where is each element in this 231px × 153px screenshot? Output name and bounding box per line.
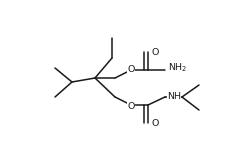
Text: O: O	[151, 119, 159, 127]
Text: O: O	[127, 65, 134, 73]
Text: O: O	[127, 101, 134, 110]
Text: NH: NH	[166, 91, 180, 101]
Text: NH$_2$: NH$_2$	[167, 62, 187, 74]
Text: O: O	[151, 47, 159, 56]
